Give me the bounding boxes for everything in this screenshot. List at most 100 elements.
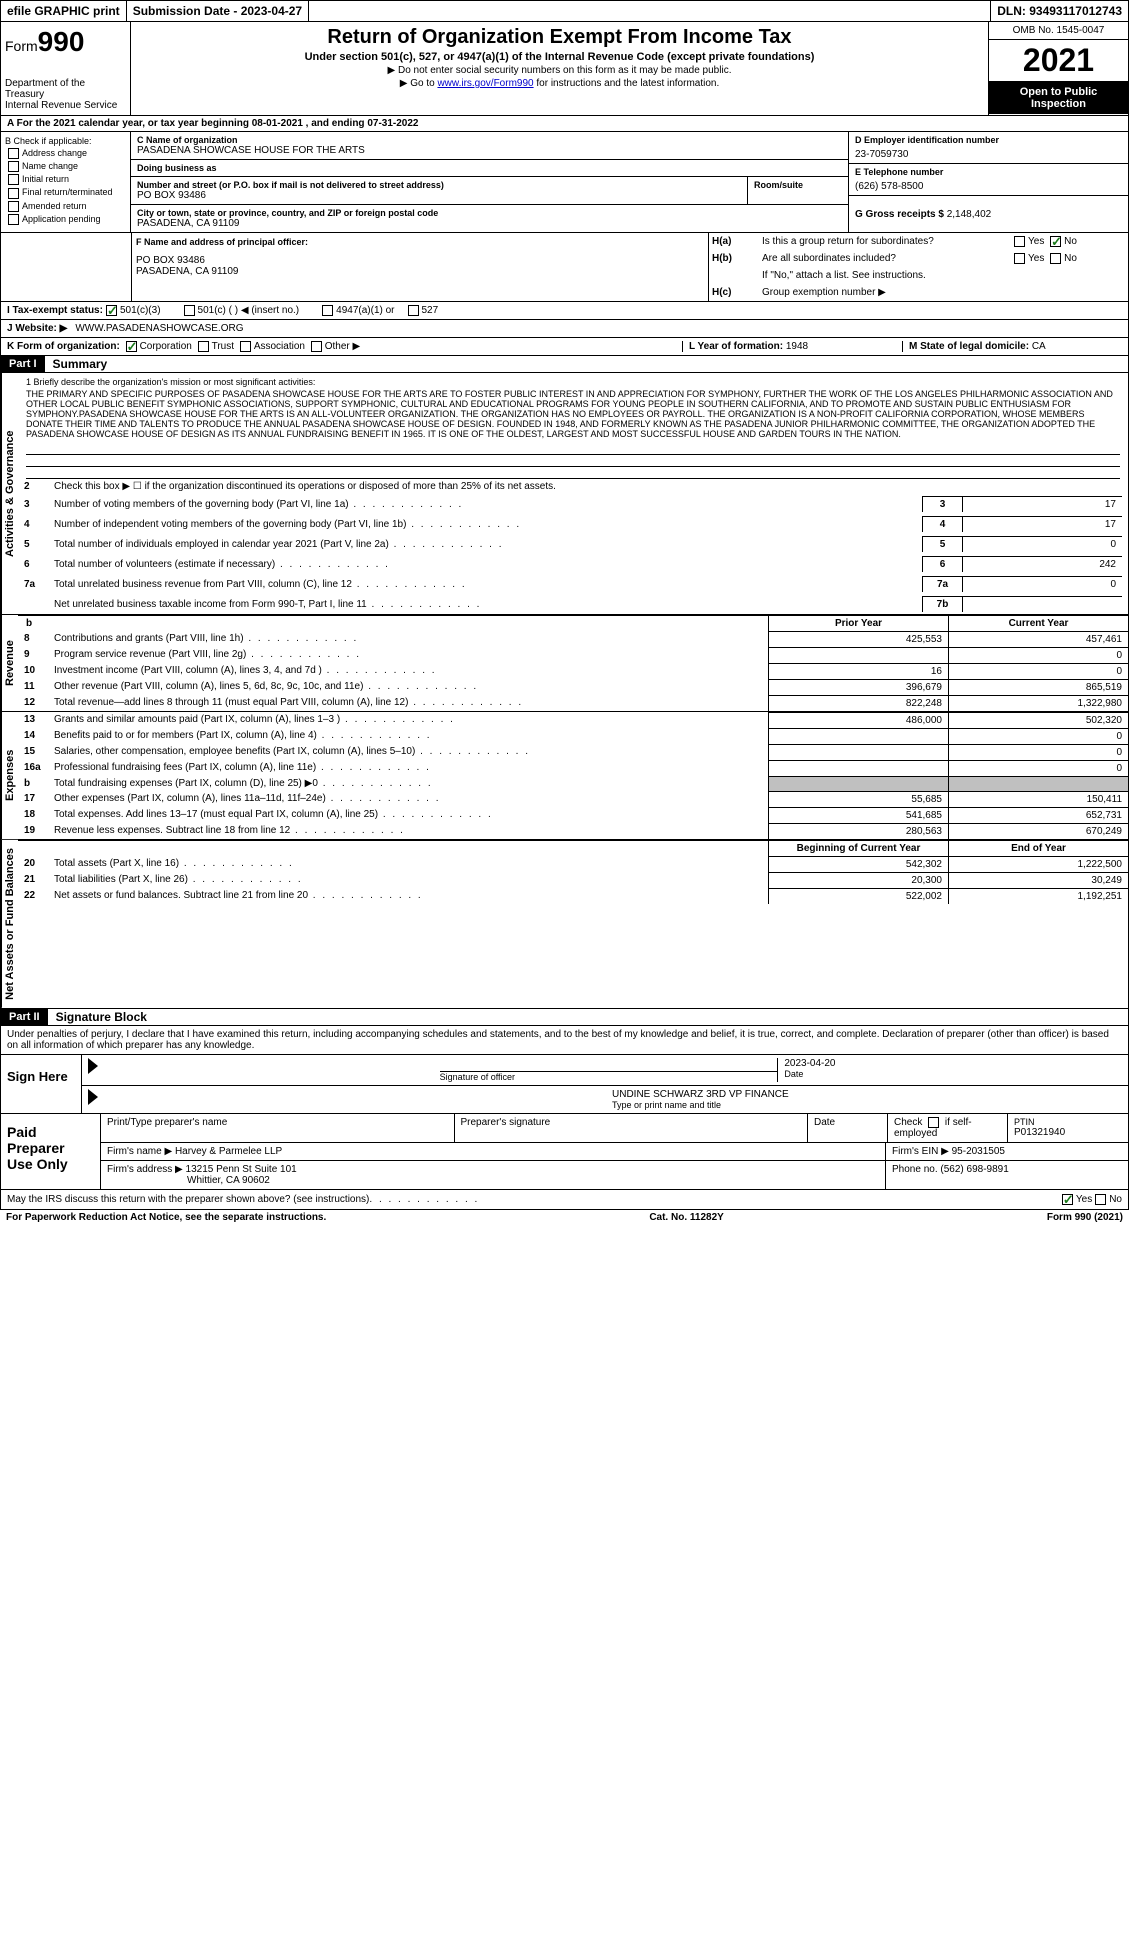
chk-501c3[interactable] bbox=[106, 305, 117, 316]
sign-block: Sign Here Signature of officer 2023-04-2… bbox=[0, 1055, 1129, 1114]
f-label: F Name and address of principal officer: bbox=[136, 237, 704, 247]
submission-date: Submission Date - 2023-04-27 bbox=[127, 1, 309, 21]
data-row: 16aProfessional fundraising fees (Part I… bbox=[18, 760, 1128, 776]
officer-signature-line[interactable] bbox=[440, 1058, 778, 1072]
chk-name[interactable] bbox=[8, 161, 19, 172]
chk-self-employed[interactable] bbox=[928, 1117, 939, 1128]
firm-city: Whittier, CA 90602 bbox=[107, 1175, 879, 1186]
omb-number: OMB No. 1545-0047 bbox=[989, 22, 1128, 40]
chk-trust[interactable] bbox=[198, 341, 209, 352]
arrow-icon bbox=[88, 1089, 608, 1105]
b-label: B Check if applicable: bbox=[5, 136, 126, 146]
col-c: C Name of organization PASADENA SHOWCASE… bbox=[131, 132, 848, 232]
hb-yes[interactable] bbox=[1014, 253, 1025, 264]
dln: DLN: 93493117012743 bbox=[990, 1, 1128, 21]
data-row: 10Investment income (Part VIII, column (… bbox=[18, 663, 1128, 679]
sign-here-label: Sign Here bbox=[1, 1055, 81, 1113]
form-ref: Form 990 (2021) bbox=[1047, 1212, 1123, 1223]
data-row: 19Revenue less expenses. Subtract line 1… bbox=[18, 823, 1128, 839]
vtab-expenses: Expenses bbox=[1, 712, 18, 839]
ha-yes[interactable] bbox=[1014, 236, 1025, 247]
vtab-revenue: Revenue bbox=[1, 615, 18, 711]
paid-title: Paid Preparer Use Only bbox=[1, 1114, 101, 1189]
vtab-netassets: Net Assets or Fund Balances bbox=[1, 840, 18, 1008]
website-row: J Website: ▶ WWW.PASADENASHOWCASE.ORG bbox=[0, 320, 1129, 338]
col-b: B Check if applicable: Address change Na… bbox=[1, 132, 131, 232]
chk-address[interactable] bbox=[8, 148, 19, 159]
header-left: Form990 Department of the Treasury Inter… bbox=[1, 22, 131, 115]
data-row: 20Total assets (Part X, line 16)542,3021… bbox=[18, 856, 1128, 872]
pra-notice: For Paperwork Reduction Act Notice, see … bbox=[6, 1212, 326, 1223]
date-label: Date bbox=[784, 1069, 1122, 1079]
data-row: 17Other expenses (Part IX, column (A), l… bbox=[18, 791, 1128, 807]
gov-line: 5Total number of individuals employed in… bbox=[18, 534, 1128, 554]
city-label: City or town, state or province, country… bbox=[137, 208, 842, 218]
discuss-yes[interactable] bbox=[1062, 1194, 1073, 1205]
chk-pending[interactable] bbox=[8, 214, 19, 225]
firm-name: Harvey & Parmelee LLP bbox=[175, 1146, 282, 1157]
netassets-section: Net Assets or Fund Balances Beginning of… bbox=[1, 840, 1128, 1008]
ein-label: D Employer identification number bbox=[855, 135, 1122, 145]
city-value: PASADENA, CA 91109 bbox=[137, 218, 842, 229]
m-value: CA bbox=[1032, 341, 1046, 352]
tax-year: 2021 bbox=[989, 40, 1128, 82]
gov-line: 4Number of independent voting members of… bbox=[18, 514, 1128, 534]
header-beginning: Beginning of Current Year bbox=[768, 841, 948, 856]
data-row: 11Other revenue (Part VIII, column (A), … bbox=[18, 679, 1128, 695]
data-row: 8Contributions and grants (Part VIII, li… bbox=[18, 631, 1128, 647]
hb-question: Are all subordinates included? bbox=[759, 250, 1008, 267]
chk-amended[interactable] bbox=[8, 201, 19, 212]
dept-treasury: Department of the Treasury bbox=[5, 78, 126, 100]
irs-discuss-row: May the IRS discuss this return with the… bbox=[0, 1190, 1129, 1210]
room-label: Room/suite bbox=[754, 180, 842, 190]
cat-no: Cat. No. 11282Y bbox=[649, 1212, 723, 1223]
prep-name-hdr: Print/Type preparer's name bbox=[101, 1114, 455, 1142]
discuss-no[interactable] bbox=[1095, 1194, 1106, 1205]
data-row: 14Benefits paid to or for members (Part … bbox=[18, 728, 1128, 744]
ha-question: Is this a group return for subordinates? bbox=[759, 233, 1008, 250]
ha-no[interactable] bbox=[1050, 236, 1061, 247]
part1-label: Part I bbox=[1, 356, 45, 372]
chk-other[interactable] bbox=[311, 341, 322, 352]
irs-link[interactable]: www.irs.gov/Form990 bbox=[437, 78, 533, 89]
note-ssn: ▶ Do not enter social security numbers o… bbox=[141, 65, 978, 76]
hc-question: Group exemption number ▶ bbox=[759, 284, 1128, 301]
form-prefix: Form bbox=[5, 38, 38, 54]
chk-4947[interactable] bbox=[322, 305, 333, 316]
l-value: 1948 bbox=[786, 341, 808, 352]
chk-501c[interactable] bbox=[184, 305, 195, 316]
chk-corp[interactable] bbox=[126, 341, 137, 352]
blank-line bbox=[26, 455, 1120, 467]
paid-preparer-block: Paid Preparer Use Only Print/Type prepar… bbox=[0, 1114, 1129, 1190]
f-line2: PASADENA, CA 91109 bbox=[136, 266, 704, 277]
part1-title: Summary bbox=[45, 357, 108, 371]
firm-addr: 13215 Penn St Suite 101 bbox=[186, 1164, 297, 1175]
chk-final[interactable] bbox=[8, 188, 19, 199]
gross-label: G Gross receipts $ bbox=[855, 209, 944, 220]
data-row: 15Salaries, other compensation, employee… bbox=[18, 744, 1128, 760]
firm-ein: 95-2031505 bbox=[952, 1146, 1005, 1157]
gross-value: 2,148,402 bbox=[947, 209, 992, 220]
sec-f: F Name and address of principal officer:… bbox=[131, 233, 708, 301]
chk-assoc[interactable] bbox=[240, 341, 251, 352]
k-label: K Form of organization: bbox=[7, 341, 120, 352]
header-end: End of Year bbox=[948, 841, 1128, 856]
part2-title: Signature Block bbox=[48, 1010, 147, 1024]
ein-value: 23-7059730 bbox=[855, 149, 1122, 160]
chk-initial[interactable] bbox=[8, 174, 19, 185]
sec-h: H(a) Is this a group return for subordin… bbox=[708, 233, 1128, 301]
hb-note: If "No," attach a list. See instructions… bbox=[759, 267, 1128, 284]
gov-line: 6Total number of volunteers (estimate if… bbox=[18, 554, 1128, 574]
m-label: M State of legal domicile: bbox=[909, 341, 1029, 352]
org-name: PASADENA SHOWCASE HOUSE FOR THE ARTS bbox=[137, 145, 842, 156]
header-right: OMB No. 1545-0047 2021 Open to Public In… bbox=[988, 22, 1128, 115]
hb-no[interactable] bbox=[1050, 253, 1061, 264]
note-goto-post: for instructions and the latest informat… bbox=[534, 78, 720, 89]
chk-527[interactable] bbox=[408, 305, 419, 316]
gov-line: 3Number of voting members of the governi… bbox=[18, 494, 1128, 514]
header-current: Current Year bbox=[948, 616, 1128, 631]
prep-phone: (562) 698-9891 bbox=[940, 1164, 1008, 1175]
name-label: Type or print name and title bbox=[612, 1100, 1122, 1110]
data-row: bTotal fundraising expenses (Part IX, co… bbox=[18, 776, 1128, 791]
tax-status-row: I Tax-exempt status: 501(c)(3) 501(c) ( … bbox=[0, 302, 1129, 320]
